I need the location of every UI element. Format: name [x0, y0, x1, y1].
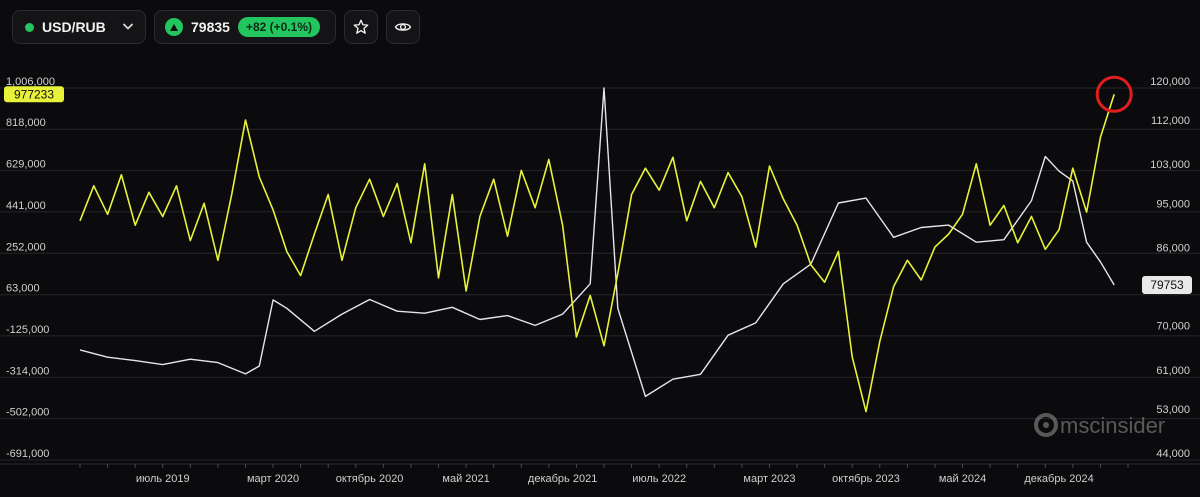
x-tick-label: май 2024	[939, 473, 986, 485]
eye-icon	[394, 23, 412, 31]
chart-area[interactable]: 1,006,000 818,000 629,000 441,000 252,000 63,…	[0, 60, 1200, 492]
left-tick-label: -502,000	[6, 407, 49, 419]
x-tick-label: июль 2019	[136, 473, 190, 485]
left-last-value-label: 977233	[4, 86, 64, 103]
watermark: mscinsider	[1034, 413, 1165, 438]
left-tick-label: -314,000	[6, 365, 49, 377]
right-tick-label: 120,000	[1150, 76, 1190, 88]
right-tick-label: 112,000	[1151, 115, 1190, 127]
price-change-badge: +82 (+0.1%)	[237, 17, 320, 37]
x-tick-label: июль 2022	[632, 473, 686, 485]
left-last-value-text: 977233	[14, 87, 54, 101]
series-line-right	[79, 87, 1115, 398]
watch-button[interactable]	[386, 10, 420, 44]
right-tick-label: 44,000	[1156, 448, 1190, 460]
x-tick-label: октябрь 2023	[832, 473, 900, 485]
triangle-up-icon	[165, 18, 183, 36]
right-last-value-label: 79753	[1142, 275, 1192, 294]
left-tick-label: 1,006,000	[6, 76, 55, 88]
x-tick-label: май 2021	[442, 473, 489, 485]
right-tick-label: 95,000	[1156, 198, 1190, 210]
left-tick-label: -691,000	[6, 448, 49, 460]
highlight-circle	[1095, 75, 1133, 113]
gridlines	[0, 87, 1200, 461]
left-tick-label: -125,000	[6, 324, 49, 336]
left-tick-label: 629,000	[6, 159, 46, 171]
x-tick-label: март 2020	[247, 473, 299, 485]
right-last-value-text: 79753	[1150, 278, 1184, 292]
ticker-symbol: USD/RUB	[42, 19, 106, 35]
watermark-text: mscinsider	[1060, 413, 1165, 438]
x-tick-label: декабрь 2024	[1024, 473, 1093, 485]
star-icon	[353, 19, 369, 34]
right-tick-label: 70,000	[1156, 321, 1190, 333]
right-last-value-bg	[1142, 275, 1192, 294]
chart-svg: 1,006,000 818,000 629,000 441,000 252,000 63,…	[0, 75, 1200, 485]
price-panel: 79835 +82 (+0.1%)	[154, 10, 336, 44]
ticker-left: USD/RUB	[25, 19, 106, 35]
series-line-left	[79, 94, 1115, 413]
left-axis-ticks: 1,006,000 818,000 629,000 441,000 252,000 63,…	[6, 76, 55, 460]
left-last-value-bg	[4, 86, 64, 103]
x-tick-label: март 2023	[743, 473, 795, 485]
left-tick-label: 63,000	[6, 283, 40, 295]
live-dot-icon	[25, 22, 34, 32]
header-toolbar: USD/RUB 79835 +82 (+0.1%)	[12, 10, 420, 46]
right-tick-label: 86,000	[1156, 242, 1190, 254]
right-axis-ticks: 120,000 112,000 103,000 95,000 86,000 70,000 6…	[1150, 76, 1190, 460]
x-axis-ticks: июль 2019 март 2020 октябрь 2020 май 2021 де…	[0, 463, 1200, 485]
x-tick-label: октябрь 2020	[336, 473, 404, 485]
current-price: 79835	[191, 19, 230, 35]
ticker-selector[interactable]: USD/RUB	[12, 10, 146, 44]
chevron-down-icon[interactable]	[123, 21, 133, 33]
left-tick-label: 252,000	[6, 241, 46, 253]
x-tick-label: декабрь 2021	[528, 473, 597, 485]
left-tick-label: 818,000	[6, 117, 46, 129]
right-tick-label: 53,000	[1156, 404, 1190, 416]
right-tick-label: 103,000	[1150, 159, 1190, 171]
msc-logo-icon	[1034, 413, 1058, 437]
right-tick-label: 61,000	[1156, 365, 1190, 377]
left-tick-label: 441,000	[6, 200, 46, 212]
favorite-button[interactable]	[344, 10, 378, 44]
